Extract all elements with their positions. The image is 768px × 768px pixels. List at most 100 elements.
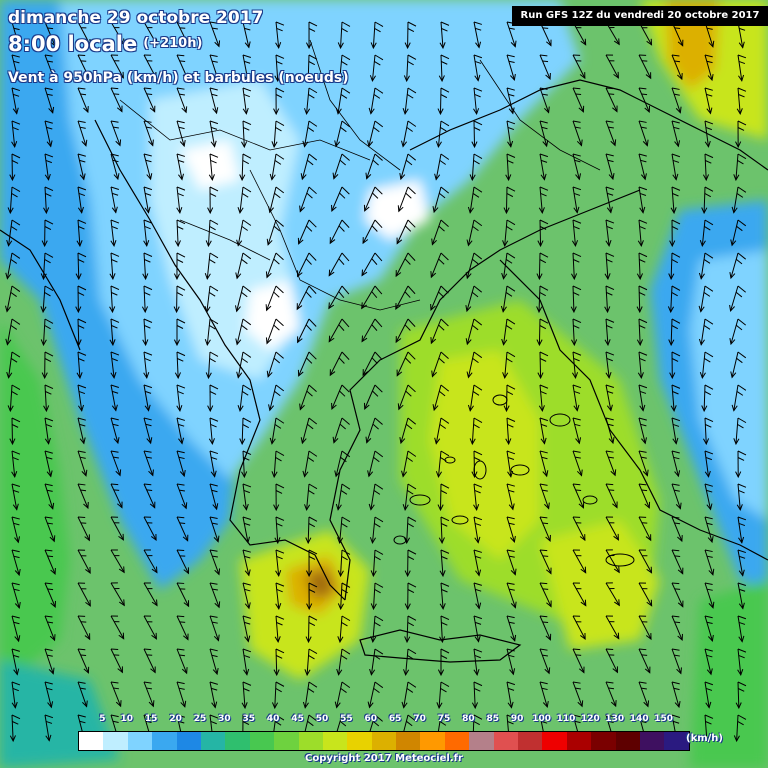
legend-swatch [639, 732, 665, 750]
wind-barb [605, 153, 615, 181]
wind-barb [305, 21, 318, 50]
wind-barb [207, 186, 219, 215]
legend-swatch [542, 732, 567, 750]
wind-barb [268, 186, 285, 214]
white-patch-1 [245, 280, 300, 350]
wind-barb [605, 615, 620, 640]
wind-barb [671, 153, 681, 181]
wind-barb [636, 252, 648, 281]
wind-barb [209, 54, 220, 81]
wind-barb [737, 615, 747, 643]
wind-barb [44, 549, 56, 576]
wind-barb [506, 450, 516, 478]
wind-barb [671, 615, 683, 641]
wind-barb [370, 549, 384, 578]
wind-barb [234, 285, 252, 313]
wind-barb [471, 450, 483, 479]
wind-barb [503, 186, 516, 215]
wind-barb [401, 120, 417, 148]
wind-barb [209, 87, 219, 115]
wind-barb [638, 582, 653, 607]
wind-barb [506, 582, 517, 609]
wind-barb [536, 318, 549, 347]
wind-barb [176, 516, 189, 542]
legend-label: 65 [388, 714, 402, 724]
wind-barb [242, 483, 252, 511]
wind-barb [41, 219, 54, 248]
wind-barb [329, 219, 350, 245]
wind-barb [369, 648, 384, 676]
wind-barb [403, 648, 417, 677]
wind-barb [539, 450, 549, 478]
wind-barb [207, 384, 219, 413]
wind-barb [143, 582, 158, 607]
wind-barb [367, 450, 384, 478]
wind-barb [671, 648, 682, 675]
wind-barb [604, 252, 615, 281]
wind-barb [506, 615, 517, 642]
wind-barb [704, 87, 713, 115]
wind-barb [271, 681, 285, 710]
crete [359, 629, 522, 663]
wind-barb [77, 87, 89, 114]
wind-barb [473, 21, 482, 49]
border-5 [479, 59, 601, 171]
wind-barb [737, 516, 747, 544]
wind-barb [369, 54, 384, 83]
wind-barb [273, 648, 285, 677]
wind-barb [605, 186, 615, 214]
wind-barb [334, 450, 351, 478]
wind-barb [5, 318, 21, 346]
wind-barb [703, 714, 714, 743]
wind-barb [572, 120, 583, 147]
wind-barb [570, 285, 582, 314]
wind-barb [737, 549, 747, 577]
wind-barb [110, 450, 122, 477]
wind-barb [75, 285, 87, 314]
wind-barb [174, 219, 186, 248]
wind-barb [110, 516, 124, 541]
white-patch-2 [365, 180, 430, 240]
wind-barb [209, 582, 221, 609]
wind-barb [735, 450, 747, 479]
south-brown-zone [305, 568, 335, 600]
wind-barb [296, 285, 317, 311]
wind-barb [669, 219, 681, 248]
wind-barb [572, 450, 583, 477]
legend-label: 40 [266, 714, 280, 724]
wind-barb [242, 87, 252, 115]
wind-barb [236, 219, 252, 247]
wind-barb [437, 648, 450, 677]
wind-barb [242, 54, 252, 82]
wind-barb [209, 549, 221, 576]
wind-barb [173, 285, 186, 314]
wind-barb [701, 384, 714, 413]
wind-barb [503, 384, 516, 413]
wind-barb [536, 285, 549, 314]
wind-barb [538, 186, 549, 215]
wind-barb [437, 87, 450, 116]
wind-barb [431, 219, 449, 246]
wind-barb [571, 351, 582, 380]
wind-barb [465, 318, 483, 346]
wind-barb [176, 87, 188, 114]
wind-barb [368, 483, 384, 511]
wind-barb [176, 450, 186, 478]
legend-label: 30 [218, 714, 231, 724]
wind-barb [736, 87, 747, 116]
wind-barb [737, 54, 747, 82]
wind-barb [438, 516, 450, 545]
wind-barb [473, 87, 483, 116]
copyright: Copyright 2017 Meteociel.fr [305, 753, 463, 764]
wind-barb [671, 549, 684, 575]
wind-barb [669, 351, 681, 380]
wind-barb [6, 219, 21, 247]
forecast-date: dimanche 29 octobre 2017 [8, 8, 264, 28]
wind-barb [698, 252, 714, 280]
wind-barb [11, 516, 21, 544]
black-sea-coast [409, 79, 768, 171]
wind-barb [638, 87, 651, 113]
wind-barb [572, 384, 582, 412]
wind-barb [434, 417, 450, 445]
wind-barb [605, 483, 618, 509]
